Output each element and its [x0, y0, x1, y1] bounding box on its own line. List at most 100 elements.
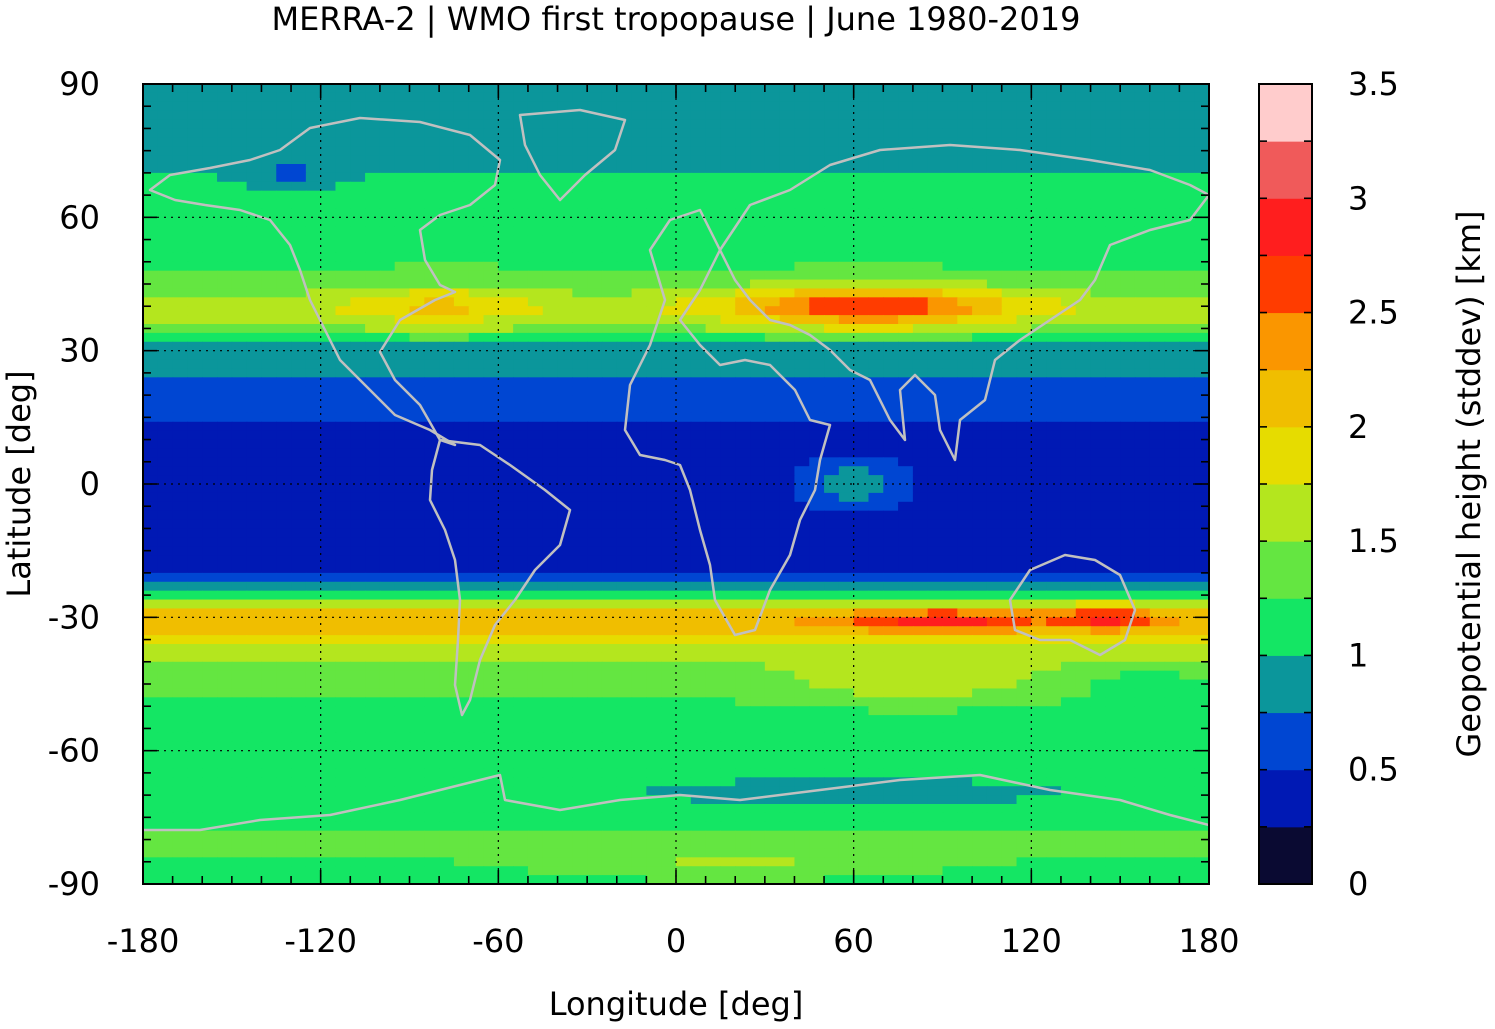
- heatmap-cell: [957, 395, 973, 405]
- heatmap-cell: [779, 519, 796, 530]
- heatmap-cell: [187, 235, 203, 245]
- heatmap-cell: [1060, 386, 1077, 396]
- heatmap-cell: [690, 279, 707, 290]
- heatmap-cell: [1179, 101, 1195, 112]
- heatmap-cell: [542, 84, 559, 94]
- heatmap-cell: [246, 564, 263, 574]
- heatmap-cell: [1031, 270, 1047, 281]
- heatmap-cell: [246, 128, 263, 138]
- heatmap-cell: [439, 341, 455, 352]
- heatmap-cell: [246, 190, 263, 201]
- heatmap-cell: [898, 252, 914, 263]
- heatmap-cell: [1120, 555, 1136, 565]
- heatmap-cell: [231, 590, 248, 601]
- heatmap-cell: [868, 306, 884, 316]
- heatmap-cell: [838, 332, 855, 343]
- heatmap-cell: [587, 679, 603, 690]
- heatmap-cell: [927, 315, 944, 325]
- heatmap-cell: [735, 377, 751, 387]
- heatmap-cell: [1060, 412, 1077, 423]
- heatmap-cell: [809, 359, 825, 370]
- heatmap-cell: [764, 466, 781, 476]
- heatmap-cell: [542, 519, 559, 530]
- heatmap-cell: [912, 635, 929, 645]
- heatmap-cell: [305, 208, 322, 218]
- heatmap-cell: [1060, 181, 1077, 192]
- heatmap-cell: [883, 128, 899, 138]
- heatmap-cell: [1046, 226, 1062, 236]
- heatmap-cell: [217, 190, 233, 201]
- heatmap-cell: [868, 359, 884, 370]
- heatmap-cell: [424, 688, 440, 698]
- heatmap-cell: [424, 555, 440, 565]
- heatmap-cell: [853, 412, 870, 423]
- heatmap-cell: [646, 457, 662, 467]
- heatmap-cell: [1164, 475, 1180, 485]
- heatmap-cell: [1075, 510, 1092, 521]
- heatmap-cell: [483, 644, 499, 654]
- heatmap-cell: [898, 137, 914, 147]
- heatmap-cell: [779, 581, 796, 592]
- heatmap-cell: [439, 448, 455, 458]
- heatmap-cell: [439, 661, 455, 672]
- heatmap-cell: [379, 395, 396, 405]
- heatmap-cell: [868, 590, 884, 601]
- heatmap-cell: [468, 155, 485, 165]
- heatmap-cell: [468, 288, 485, 298]
- heatmap-cell: [883, 421, 899, 432]
- heatmap-cell: [661, 670, 677, 681]
- heatmap-cell: [409, 617, 425, 627]
- heatmap-cell: [601, 439, 618, 450]
- heatmap-cell: [868, 564, 884, 574]
- heatmap-cell: [1105, 155, 1121, 165]
- heatmap-cell: [276, 590, 292, 601]
- heatmap-cell: [735, 181, 751, 192]
- heatmap-cell: [1164, 501, 1180, 512]
- heatmap-cell: [1031, 448, 1047, 458]
- heatmap-cell: [1060, 244, 1077, 254]
- heatmap-cell: [217, 128, 233, 138]
- heatmap-cell: [601, 84, 618, 94]
- heatmap-cell: [1046, 164, 1062, 174]
- heatmap-cell: [157, 572, 174, 583]
- heatmap-cell: [1120, 146, 1136, 156]
- heatmap-cell: [838, 92, 855, 103]
- heatmap-cell: [661, 635, 677, 645]
- heatmap-cell: [676, 679, 692, 690]
- heatmap-cell: [1164, 679, 1180, 690]
- heatmap-cell: [868, 181, 884, 192]
- heatmap-cell: [690, 217, 707, 227]
- heatmap-cell: [379, 430, 396, 441]
- heatmap-cell: [779, 359, 796, 370]
- heatmap-cell: [898, 288, 914, 298]
- heatmap-cell: [335, 164, 351, 174]
- heatmap-cell: [1016, 270, 1032, 281]
- heatmap-cell: [616, 164, 633, 174]
- heatmap-cell: [305, 217, 322, 227]
- heatmap-cell: [646, 359, 662, 370]
- heatmap-cell: [1120, 395, 1136, 405]
- heatmap-cell: [1149, 244, 1166, 254]
- heatmap-cell: [1001, 457, 1018, 467]
- heatmap-cell: [172, 235, 189, 245]
- heatmap-cell: [379, 466, 396, 476]
- heatmap-cell: [764, 430, 781, 441]
- heatmap-cell: [1031, 528, 1047, 538]
- heatmap-cell: [1016, 386, 1032, 396]
- heatmap-cell: [838, 679, 855, 690]
- heatmap-cell: [394, 430, 411, 441]
- heatmap-cell: [202, 439, 218, 450]
- heatmap-cell: [1120, 235, 1136, 245]
- heatmap-cell: [202, 386, 218, 396]
- heatmap-cell: [1075, 235, 1092, 245]
- heatmap-cell: [1179, 590, 1195, 601]
- heatmap-cell: [1149, 128, 1166, 138]
- heatmap-cell: [320, 661, 337, 672]
- heatmap-cell: [809, 395, 825, 405]
- heatmap-cell: [335, 84, 351, 94]
- heatmap-cell: [868, 101, 884, 112]
- heatmap-cell: [335, 217, 351, 227]
- heatmap-cell: [394, 261, 411, 272]
- heatmap-cell: [1120, 599, 1136, 610]
- heatmap-cell: [631, 386, 647, 396]
